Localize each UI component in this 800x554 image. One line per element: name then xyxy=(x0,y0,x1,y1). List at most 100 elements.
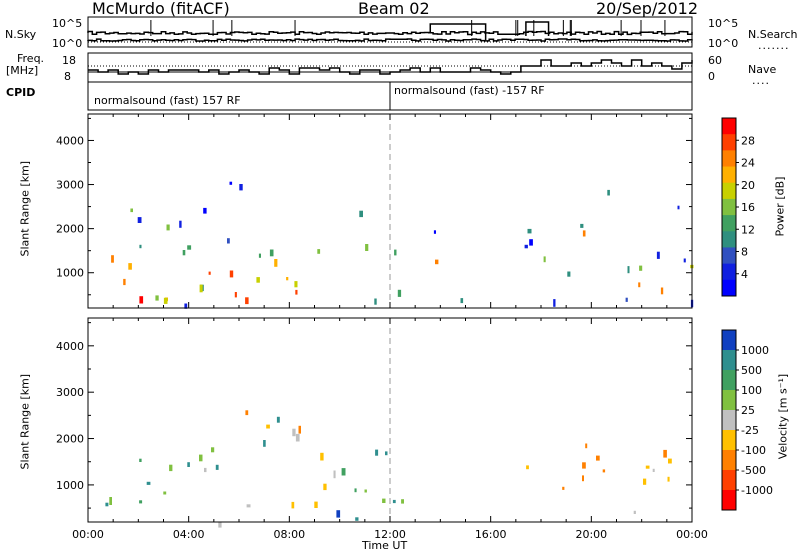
velocity-cell xyxy=(163,491,167,495)
velocity-cell xyxy=(385,451,388,456)
freq-label: Freq. xyxy=(17,52,45,65)
nave-label: Nave xyxy=(748,63,777,76)
velocity-cell xyxy=(341,468,346,476)
power-colorbar-swatch xyxy=(722,279,736,297)
velocity-cell xyxy=(333,470,336,479)
power-cell xyxy=(567,271,571,277)
power-colorbar-swatch xyxy=(722,231,736,248)
power-cell xyxy=(627,266,630,274)
ytick-label: 4000 xyxy=(56,134,84,147)
power-cell xyxy=(166,224,170,231)
power-colorbar-tick-label: 20 xyxy=(741,179,755,192)
velocity-colorbar-tick-label: 1000 xyxy=(741,344,769,357)
velocity-cell xyxy=(187,462,190,467)
velocity-cell xyxy=(218,521,222,528)
velocity-colorbar-swatch xyxy=(722,330,736,351)
power-colorbar-swatch xyxy=(722,134,736,151)
velocity-colorbar-tick-label: -500 xyxy=(741,464,766,477)
power-cell xyxy=(182,250,186,256)
xtick-label: 04:00 xyxy=(173,528,205,541)
power-cell xyxy=(677,205,680,210)
nave-dots: .... xyxy=(752,74,770,87)
velocity-cell xyxy=(292,428,296,437)
power-cell xyxy=(203,207,207,214)
nsky-tick-low: 10^0 xyxy=(52,37,83,50)
velocity-cell xyxy=(643,478,647,485)
power-cell xyxy=(625,297,628,302)
nsky-step-2 xyxy=(525,21,550,36)
power-cell xyxy=(128,263,132,270)
station-title: McMurdo (fitACF) xyxy=(92,0,230,18)
power-cell xyxy=(229,181,233,185)
nsearch-label: N.Search xyxy=(748,28,798,41)
velocity-colorbar-swatch xyxy=(722,450,736,471)
power-colorbar-tick-label: 4 xyxy=(741,268,748,281)
power-cell xyxy=(258,253,261,258)
power-cell xyxy=(374,298,377,305)
power-colorbar-tick-label: 8 xyxy=(741,246,748,259)
ytick-label: 3000 xyxy=(56,179,84,192)
velocity-cell xyxy=(204,467,207,473)
velocity-colorbar-swatch xyxy=(722,470,736,491)
power-cell xyxy=(433,230,436,234)
power-cell xyxy=(123,278,126,286)
power-colorbar-swatch xyxy=(722,215,736,232)
power-cell xyxy=(239,184,243,191)
power-cell xyxy=(130,208,133,213)
power-colorbar-swatch xyxy=(722,118,736,135)
nsearch-dots: ....... xyxy=(758,39,790,52)
power-colorbar-swatch xyxy=(722,166,736,184)
power-cell xyxy=(111,255,114,263)
xtick-label: 08:00 xyxy=(273,528,305,541)
freq-panel-frame xyxy=(87,52,693,83)
power-cell xyxy=(139,296,144,304)
freq-tick-low: 8 xyxy=(64,70,71,83)
velocity-colorbar-swatch xyxy=(722,430,736,451)
velocity-cell xyxy=(276,416,280,423)
nsky-trace xyxy=(87,30,693,36)
power-cell xyxy=(527,228,532,234)
velocity-cell xyxy=(668,458,672,464)
xtick-label: 16:00 xyxy=(475,528,507,541)
velocity-cell xyxy=(295,433,300,442)
nave-tick-high: 60 xyxy=(708,54,722,67)
power-cell xyxy=(155,295,159,301)
velocity-cell xyxy=(291,501,295,509)
velocity-cell xyxy=(298,425,301,434)
velocity-colorbar-tick-label: -25 xyxy=(741,424,759,437)
velocity-colorbar-tick-label: 100 xyxy=(741,384,762,397)
velocity-colorbar-swatch xyxy=(722,390,736,411)
velocity-cell xyxy=(139,458,142,462)
ytick-label: 1000 xyxy=(56,267,84,280)
nave-tick-low: 0 xyxy=(708,70,715,83)
velocity-cell xyxy=(105,502,109,507)
velocity-cell xyxy=(215,464,219,470)
velocity-cell xyxy=(401,499,404,504)
power-cell xyxy=(435,259,439,265)
nsky-tick-high: 10^5 xyxy=(52,17,83,30)
xtick-label: 00:00 xyxy=(676,528,708,541)
velocity-cell xyxy=(392,499,396,504)
freq-tick-high: 18 xyxy=(62,54,76,67)
power-cell xyxy=(187,245,192,250)
power-cell xyxy=(234,292,237,298)
power-colorbar-swatch xyxy=(722,198,736,216)
power-cell xyxy=(638,282,641,288)
velocity-colorbar-swatch xyxy=(722,490,736,511)
beam-title: Beam 02 xyxy=(358,0,430,18)
power-cell xyxy=(656,251,660,259)
power-colorbar-swatch xyxy=(722,263,736,281)
power-cell xyxy=(582,230,586,237)
power-cell xyxy=(359,210,363,218)
velocity-colorbar-swatch xyxy=(722,350,736,371)
cpid-segment-2: normalsound (fast) -157 RF xyxy=(394,84,545,97)
velocity-cell xyxy=(266,424,270,429)
power-colorbar-swatch xyxy=(722,150,736,168)
velocity-cell xyxy=(382,498,386,503)
power-cell xyxy=(317,249,321,254)
date-title: 20/Sep/2012 xyxy=(596,0,699,18)
velocity-colorbar-tick-label: -100 xyxy=(741,444,766,457)
velocity-cell xyxy=(354,488,357,493)
power-colorbar-tick-label: 24 xyxy=(741,157,755,170)
